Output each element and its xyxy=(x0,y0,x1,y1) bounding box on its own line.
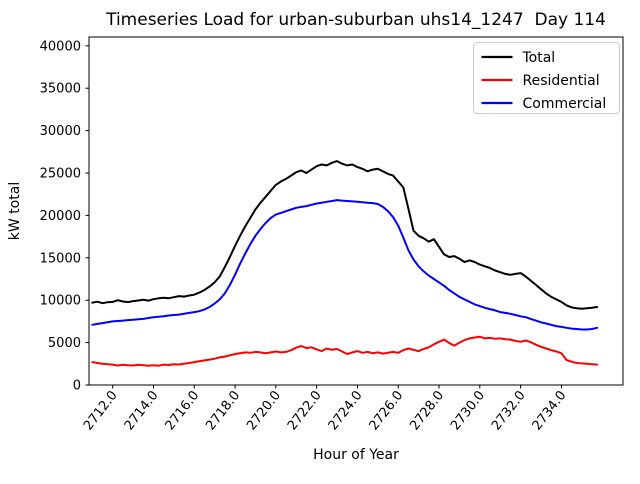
y-tick-label: 0 xyxy=(73,379,81,394)
legend-box xyxy=(473,42,620,114)
y-tick-label: 5000 xyxy=(48,336,81,351)
legend: Total Residential Commercial xyxy=(473,42,620,114)
legend-label-residential: Residential xyxy=(523,73,600,89)
y-tick-label: 20000 xyxy=(40,209,81,224)
y-tick-label: 30000 xyxy=(40,124,81,139)
y-tick-label: 25000 xyxy=(40,167,81,182)
legend-label-commercial: Commercial xyxy=(523,96,607,112)
series-commercial-line xyxy=(91,199,599,331)
x-axis-label: Hour of Year xyxy=(313,447,399,463)
y-tick-label: 15000 xyxy=(40,251,81,266)
y-tick-label: 10000 xyxy=(40,294,81,309)
legend-label-total: Total xyxy=(522,50,556,66)
y-axis: 0 5000 10000 15000 20000 25000 30000 35000 40000… xyxy=(7,39,89,394)
plot-area xyxy=(88,36,624,386)
series-residential-line xyxy=(91,335,599,367)
series-total-line xyxy=(91,160,599,310)
chart-title: Timeseries Load for urban-suburban uhs14… xyxy=(105,10,606,30)
y-tick-label: 40000 xyxy=(40,39,81,54)
y-axis-label: kW total xyxy=(7,182,23,240)
y-tick-label: 35000 xyxy=(40,82,81,97)
